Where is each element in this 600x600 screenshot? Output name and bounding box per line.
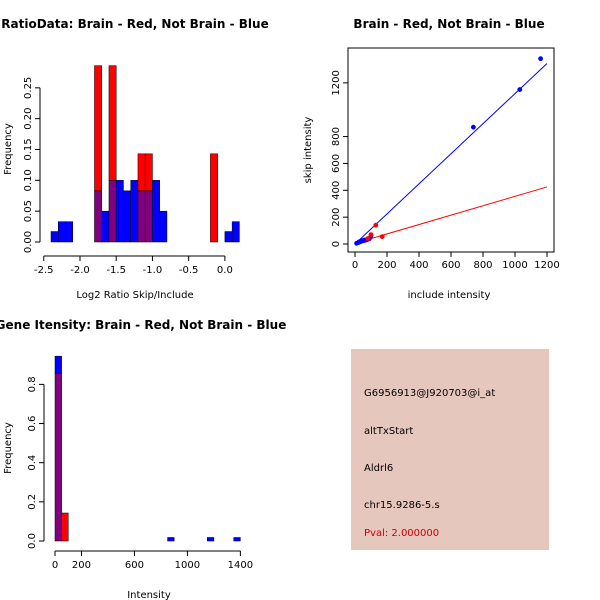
x-tick-label: 200 bbox=[72, 560, 91, 571]
x-tick-label: -0.5 bbox=[179, 265, 199, 276]
overlap-bar bbox=[144, 190, 153, 243]
not-brain-bar bbox=[123, 190, 131, 243]
not-brain-fit-line bbox=[354, 63, 548, 245]
chart-title: Brain - Red, Not Brain - Blue bbox=[353, 17, 544, 31]
x-tick-label: 600 bbox=[441, 260, 460, 271]
not-brain-bar bbox=[167, 537, 175, 542]
info-location: chr15.9286-5.s bbox=[364, 500, 440, 511]
gene-intensity-histogram-panel: 0 200 600 1000 1400 0.0 0.2 0.4 0.6 0.8 Gene Itens… bbox=[0, 318, 286, 600]
y-axis-label: skip intensity bbox=[303, 117, 314, 184]
y-tick-label: 200 bbox=[331, 208, 342, 227]
x-tick-label: 0 bbox=[352, 260, 358, 271]
x-axis-label: include intensity bbox=[408, 290, 491, 301]
y-tick-label: 0.05 bbox=[23, 200, 34, 222]
chart-title: RatioData: Brain - Red, Not Brain - Blue bbox=[1, 17, 268, 31]
not-brain-bar bbox=[224, 231, 233, 243]
info-event-type: altTxStart bbox=[364, 426, 413, 437]
not-brain-bar bbox=[130, 180, 139, 243]
y-tick-label: 0.0 bbox=[27, 533, 38, 549]
not-brain-bar bbox=[54, 355, 62, 374]
not-brain-point bbox=[471, 124, 476, 130]
not-brain-bar bbox=[115, 180, 124, 243]
brain-point bbox=[373, 222, 379, 228]
x-tick-label: 1200 bbox=[534, 260, 559, 271]
not-brain-bar bbox=[233, 537, 241, 542]
not-brain-point bbox=[517, 87, 523, 92]
x-tick-label: 1400 bbox=[228, 560, 253, 571]
not-brain-bar bbox=[65, 221, 73, 243]
x-tick-label: 1000 bbox=[175, 560, 200, 571]
brain-fit-line bbox=[354, 186, 548, 244]
brain-bar bbox=[61, 512, 69, 542]
info-panel: G6956913@J920703@i_at altTxStart Aldrl6 … bbox=[351, 349, 549, 550]
y-tick-label: 0.25 bbox=[23, 77, 34, 99]
brain-bar bbox=[108, 65, 117, 181]
info-probe-id: G6956913@J920703@i_at bbox=[364, 388, 495, 399]
x-tick-label: 0.0 bbox=[217, 265, 233, 276]
not-brain-bar bbox=[159, 210, 168, 243]
brain-point bbox=[365, 236, 371, 242]
x-tick-label: -1.5 bbox=[106, 265, 126, 276]
y-tick-label: 0 bbox=[331, 241, 342, 247]
brain-bar bbox=[144, 153, 153, 192]
info-gene-name: Aldrl6 bbox=[364, 463, 393, 474]
not-brain-bar bbox=[57, 221, 66, 243]
x-tick-label: 600 bbox=[125, 560, 144, 571]
x-axis-label: Intensity bbox=[127, 590, 171, 600]
y-tick-label: 0.4 bbox=[27, 455, 38, 471]
y-tick-label: 0.2 bbox=[27, 494, 38, 510]
brain-bar bbox=[210, 153, 218, 243]
y-tick-label: 600 bbox=[331, 154, 342, 173]
x-axis-label: Log2 Ratio Skip/Include bbox=[76, 290, 193, 301]
y-axis-label: Frequency bbox=[3, 123, 14, 175]
x-tick-label: 1000 bbox=[502, 260, 527, 271]
not-brain-point bbox=[538, 56, 543, 62]
y-axis-label: Frequency bbox=[3, 422, 14, 474]
brain-point bbox=[379, 234, 385, 240]
x-tick-label: 400 bbox=[409, 260, 428, 271]
not-brain-bar bbox=[231, 221, 240, 243]
not-brain-bar bbox=[50, 231, 59, 243]
intensity-scatter-panel: 0 200 400 600 800 1000 1200 0 200 400 600 800 1200 Br… bbox=[303, 17, 560, 301]
y-tick-label: 0.00 bbox=[23, 231, 34, 253]
x-tick-label: -2.5 bbox=[34, 265, 54, 276]
brain-bar bbox=[137, 153, 146, 192]
not-brain-bar bbox=[207, 537, 215, 542]
y-tick-label: 0.20 bbox=[23, 108, 34, 130]
info-panel-background bbox=[351, 349, 549, 550]
not-brain-bar bbox=[152, 180, 160, 243]
x-tick-label: 200 bbox=[377, 260, 396, 271]
y-tick-label: 400 bbox=[331, 181, 342, 200]
brain-point bbox=[368, 232, 374, 238]
x-tick-label: -1.0 bbox=[143, 265, 163, 276]
info-pvalue: Pval: 2.000000 bbox=[364, 528, 439, 539]
overlap-bar bbox=[54, 372, 62, 542]
y-tick-label: 1200 bbox=[331, 70, 342, 95]
brain-bar bbox=[94, 65, 102, 192]
x-tick-label: -2.0 bbox=[70, 265, 90, 276]
overlap-bar bbox=[94, 190, 102, 243]
y-tick-label: 0.15 bbox=[23, 138, 34, 160]
x-tick-label: 0 bbox=[52, 560, 58, 571]
y-tick-label: 800 bbox=[331, 127, 342, 146]
overlap-bar bbox=[137, 190, 146, 243]
overlap-bar bbox=[108, 180, 117, 243]
not-brain-bar bbox=[101, 210, 110, 243]
ratio-histogram-panel: -2.5 -2.0 -1.5 -1.0 -0.5 0.0 0.00 0.05 0.10 0.15 0… bbox=[1, 17, 268, 301]
x-tick-label: 800 bbox=[473, 260, 492, 271]
y-tick-label: 0.6 bbox=[27, 416, 38, 432]
y-tick-label: 0.8 bbox=[27, 376, 38, 392]
chart-title: Gene Itensity: Brain - Red, Not Brain - … bbox=[0, 318, 286, 332]
y-tick-label: 0.10 bbox=[23, 169, 34, 191]
